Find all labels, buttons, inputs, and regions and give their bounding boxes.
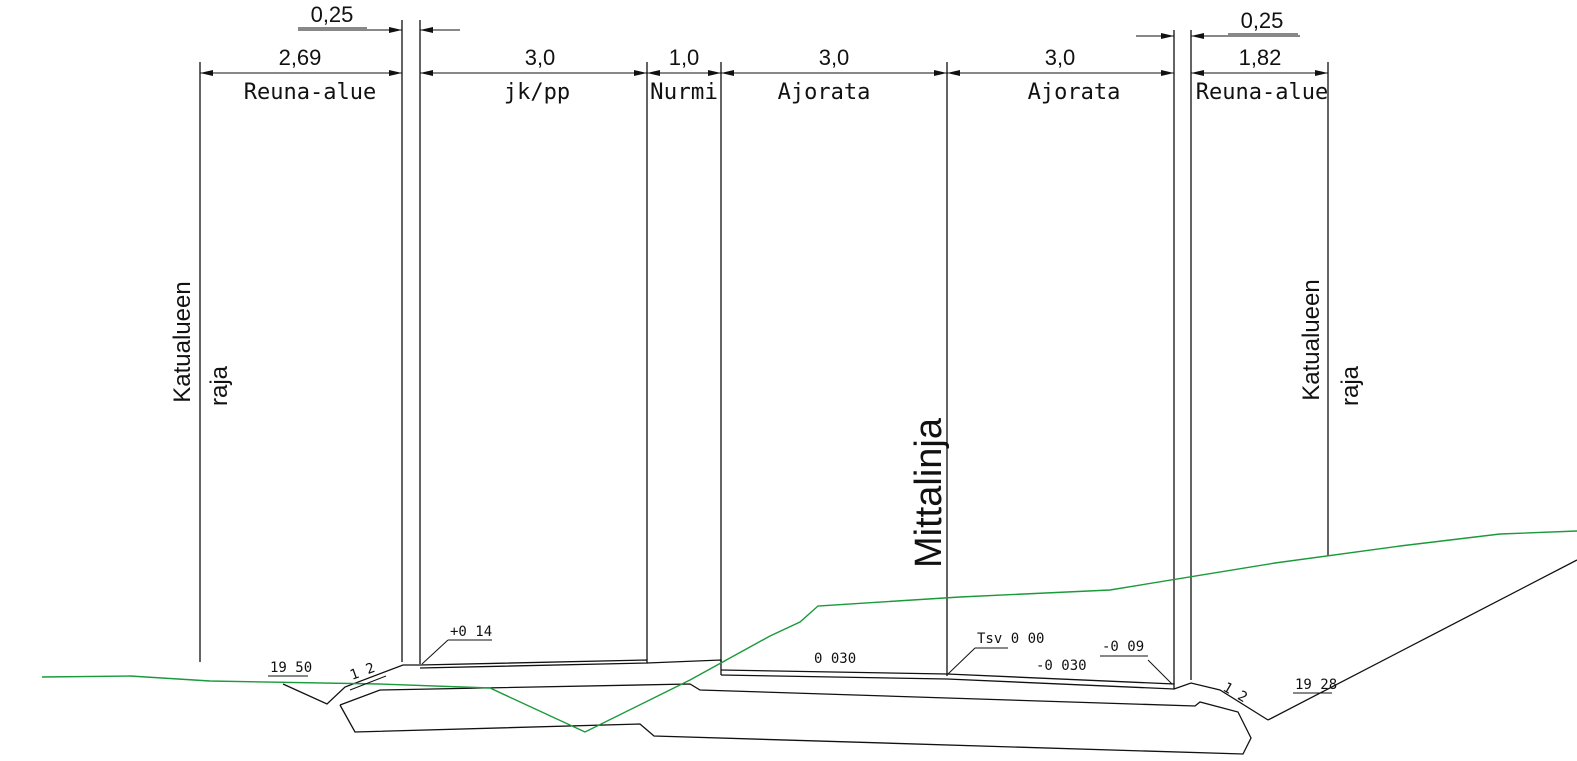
right-curb-slope xyxy=(1147,659,1173,685)
right-slope xyxy=(1267,559,1577,721)
dim-text-edge-left: 2,69 xyxy=(279,45,322,70)
annotation-right-height: 19 28 xyxy=(1295,677,1337,693)
dim-text-curb-right: 0,25 xyxy=(1241,8,1284,33)
zone-label-lane-right: Ajorata xyxy=(1028,80,1121,105)
road-surface xyxy=(720,669,1175,690)
zone-label-lane-left: Ajorata xyxy=(778,80,871,105)
structure xyxy=(282,559,1577,755)
zone-label-grass: Nurmi xyxy=(650,80,718,105)
walkway-surface xyxy=(419,659,648,669)
existing-ground-line xyxy=(41,530,1577,733)
dim-text-lane-right: 3,0 xyxy=(1045,45,1076,70)
right-boundary-label-2: raja xyxy=(1337,365,1364,406)
centerline-label: Mittalinja xyxy=(908,417,950,568)
annotation-walkway-slope: +0 14 xyxy=(450,624,492,640)
left-boundary-label-2: raja xyxy=(206,365,233,406)
zone-labels: Reuna-alue jk/pp Nurmi Ajorata Ajorata R… xyxy=(244,80,1328,105)
dim-text-curb-left: 0,25 xyxy=(311,2,354,27)
boundary-labels: Katualueen raja Katualueen raja Mittalin… xyxy=(169,279,1364,568)
dimension-texts: 0,25 0,25 2,69 3,0 1,0 3,0 3,0 1,82 xyxy=(279,2,1298,70)
annotation-right-curb: -0 09 xyxy=(1102,639,1144,655)
annotations: +0 14 19 50 1 2 0 030 Tsv 0 00 -0 030 -0… xyxy=(268,624,1337,706)
left-boundary-label-1: Katualueen xyxy=(169,281,196,402)
annotation-right-slope: 1 2 xyxy=(1220,680,1250,707)
annotation-lane-left-slope: 0 030 xyxy=(814,651,856,667)
annotation-lane-right-slope: -0 030 xyxy=(1036,658,1087,674)
annotation-left-slope: 1 2 xyxy=(348,660,377,684)
structure-bottom xyxy=(339,683,1252,755)
dim-text-edge-right: 1,82 xyxy=(1239,45,1282,70)
zone-label-edge-right: Reuna-alue xyxy=(1196,80,1328,105)
dim-text-grass: 1,0 xyxy=(669,45,700,70)
zone-label-walkway: jk/pp xyxy=(504,80,570,105)
annotation-left-height: 19 50 xyxy=(270,660,312,676)
left-ditch xyxy=(282,664,420,705)
dimension-lines xyxy=(200,27,1328,76)
dim-text-lane-left: 3,0 xyxy=(819,45,850,70)
right-curb xyxy=(1173,682,1269,721)
grass-area xyxy=(646,659,722,675)
zone-lines xyxy=(199,20,1329,684)
dim-text-walkway: 3,0 xyxy=(525,45,556,70)
annotation-tsv: Tsv 0 00 xyxy=(977,631,1044,647)
zone-label-edge-left: Reuna-alue xyxy=(244,80,376,105)
right-boundary-label-1: Katualueen xyxy=(1298,279,1325,400)
